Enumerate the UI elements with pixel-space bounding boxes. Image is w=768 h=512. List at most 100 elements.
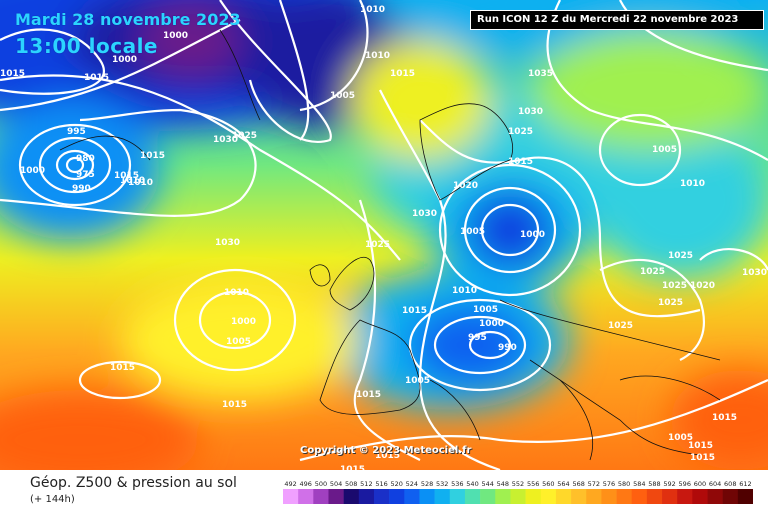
isobar-label: 995 [67,127,86,137]
isobar-label: 1000 [163,31,188,41]
isobar-label: 1005 [226,337,251,347]
color-scale-swatch [283,489,299,504]
isobar-label: 1005 [668,433,693,443]
color-scale-swatch [313,489,329,504]
color-scale-swatch [601,489,617,504]
isobar-label: 990 [498,343,517,353]
copyright-text: Copyright © 2023 Meteociel.fr [300,445,472,456]
color-scale-swatch [571,489,587,504]
isobar-label: 995 [468,333,487,343]
color-scale-tick: 536 [451,480,463,488]
color-scale-tick: 516 [375,480,387,488]
forecast-date: Mardi 28 novembre 2023 [15,10,241,29]
legend-footer: Géop. Z500 & pression au sol (+ 144h) 49… [0,470,768,512]
color-scale-tick: 540 [466,480,478,488]
isobar-label: 1010 [365,51,390,61]
isobar-label: 1025 [508,127,533,137]
geopotential-field [0,0,768,470]
isobar-label: 1000 [520,230,545,240]
isobar-label: 1000 [479,319,504,329]
color-scale-swatch [328,489,344,504]
color-scale-swatch [480,489,496,504]
isobar-label: 1025 [365,240,390,250]
isobar-label: 1025 [668,251,693,261]
isobar-label: 1015 [114,171,139,181]
color-scale-tick: 548 [497,480,509,488]
color-scale-tick: 556 [527,480,539,488]
isobar-label: 1025 [608,321,633,331]
color-scale-tick: 604 [709,480,721,488]
color-scale-tick: 612 [739,480,751,488]
color-scale-swatch [298,489,314,504]
color-scale-tick: 560 [542,480,554,488]
isobar-label: 1010 [128,178,153,188]
isobar-label: 1000 [231,317,256,327]
color-scale-swatch [343,489,360,504]
isobar-labels: 1000 1015 1010 1000 1015 1010 1015 1005 … [0,5,767,470]
isobar-label: 1030 [215,238,240,248]
isobar-label: 1005 [460,227,485,237]
isobar-label: 1015 [84,73,109,83]
color-scale-swatch [692,489,708,504]
color-scale-swatch [586,489,602,504]
color-scale-swatch [419,489,435,504]
color-scale-swatch [373,489,390,504]
isobar-label: 1020 [453,181,478,191]
isobar-label: 1015 [508,157,533,167]
isobar-label: 1015 [0,69,25,79]
isobar-label: 1010 [120,176,145,186]
isobar-label: 1015 [712,413,737,423]
isobar-label: 1025 [640,267,665,277]
isobar-label: 1000 [112,55,137,65]
color-scale-tick: 580 [618,480,630,488]
color-scale-swatch [449,489,466,504]
color-scale-tick: 512 [360,480,372,488]
isobar-label: 1005 [473,305,498,315]
isobar-label: 1005 [405,376,430,386]
isobar-label: 1015 [340,465,365,470]
coastlines [59,29,721,461]
isobar-label: 1030 [742,268,767,278]
color-scale-swatch [464,489,481,504]
isobar-label: 1030 [213,135,238,145]
isobar-label: 1015 [402,306,427,316]
chart-title: Géop. Z500 & pression au sol [30,475,237,491]
color-scale-swatch [540,489,557,504]
forecast-lead-time: (+ 144h) [30,494,75,505]
color-scale-tick: 532 [436,480,448,488]
isobar-label: 1010 [452,286,477,296]
isobar-label: 1000 [20,166,45,176]
isobar-label: 1025 [662,281,687,291]
color-scale-tick: 568 [572,480,584,488]
color-scale-swatch [722,489,739,504]
isobar-label: 1030 [412,209,437,219]
color-scale: 492 496 500 504 508 512 516 520 524 528 532 536 540 5… [283,480,753,504]
color-scale-tick: 492 [284,480,296,488]
color-scale-tick: 576 [603,480,615,488]
isobar-label: 1015 [390,69,415,79]
color-scale-tick: 608 [724,480,736,488]
color-scale-tick: 572 [588,480,600,488]
color-scale-swatch [677,489,693,504]
isobar-label: 1025 [658,298,683,308]
z500-map: 1000 1015 1010 1000 1015 1010 1015 1005 … [0,0,768,470]
color-scale-tick: 588 [648,480,660,488]
color-scale-swatch [707,489,723,504]
color-scale-tick: 504 [330,480,342,488]
color-scale-swatch [616,489,633,504]
color-scale-swatch [510,489,526,504]
color-scale-swatch [525,489,542,504]
color-scale-tick: 528 [421,480,433,488]
isobar-label: 1010 [360,5,385,15]
color-scale-swatch [555,489,572,504]
isobar-label: 1015 [690,453,715,463]
isobar-label: 1015 [140,151,165,161]
isobar-label: 1015 [375,451,400,461]
color-scale-tick: 600 [694,480,706,488]
color-scale-swatch [495,489,511,504]
isobar-label: 1005 [330,91,355,101]
isobar-label: 980 [76,154,95,164]
color-scale-tick: 596 [679,480,691,488]
isobar-label: 1015 [222,400,247,410]
